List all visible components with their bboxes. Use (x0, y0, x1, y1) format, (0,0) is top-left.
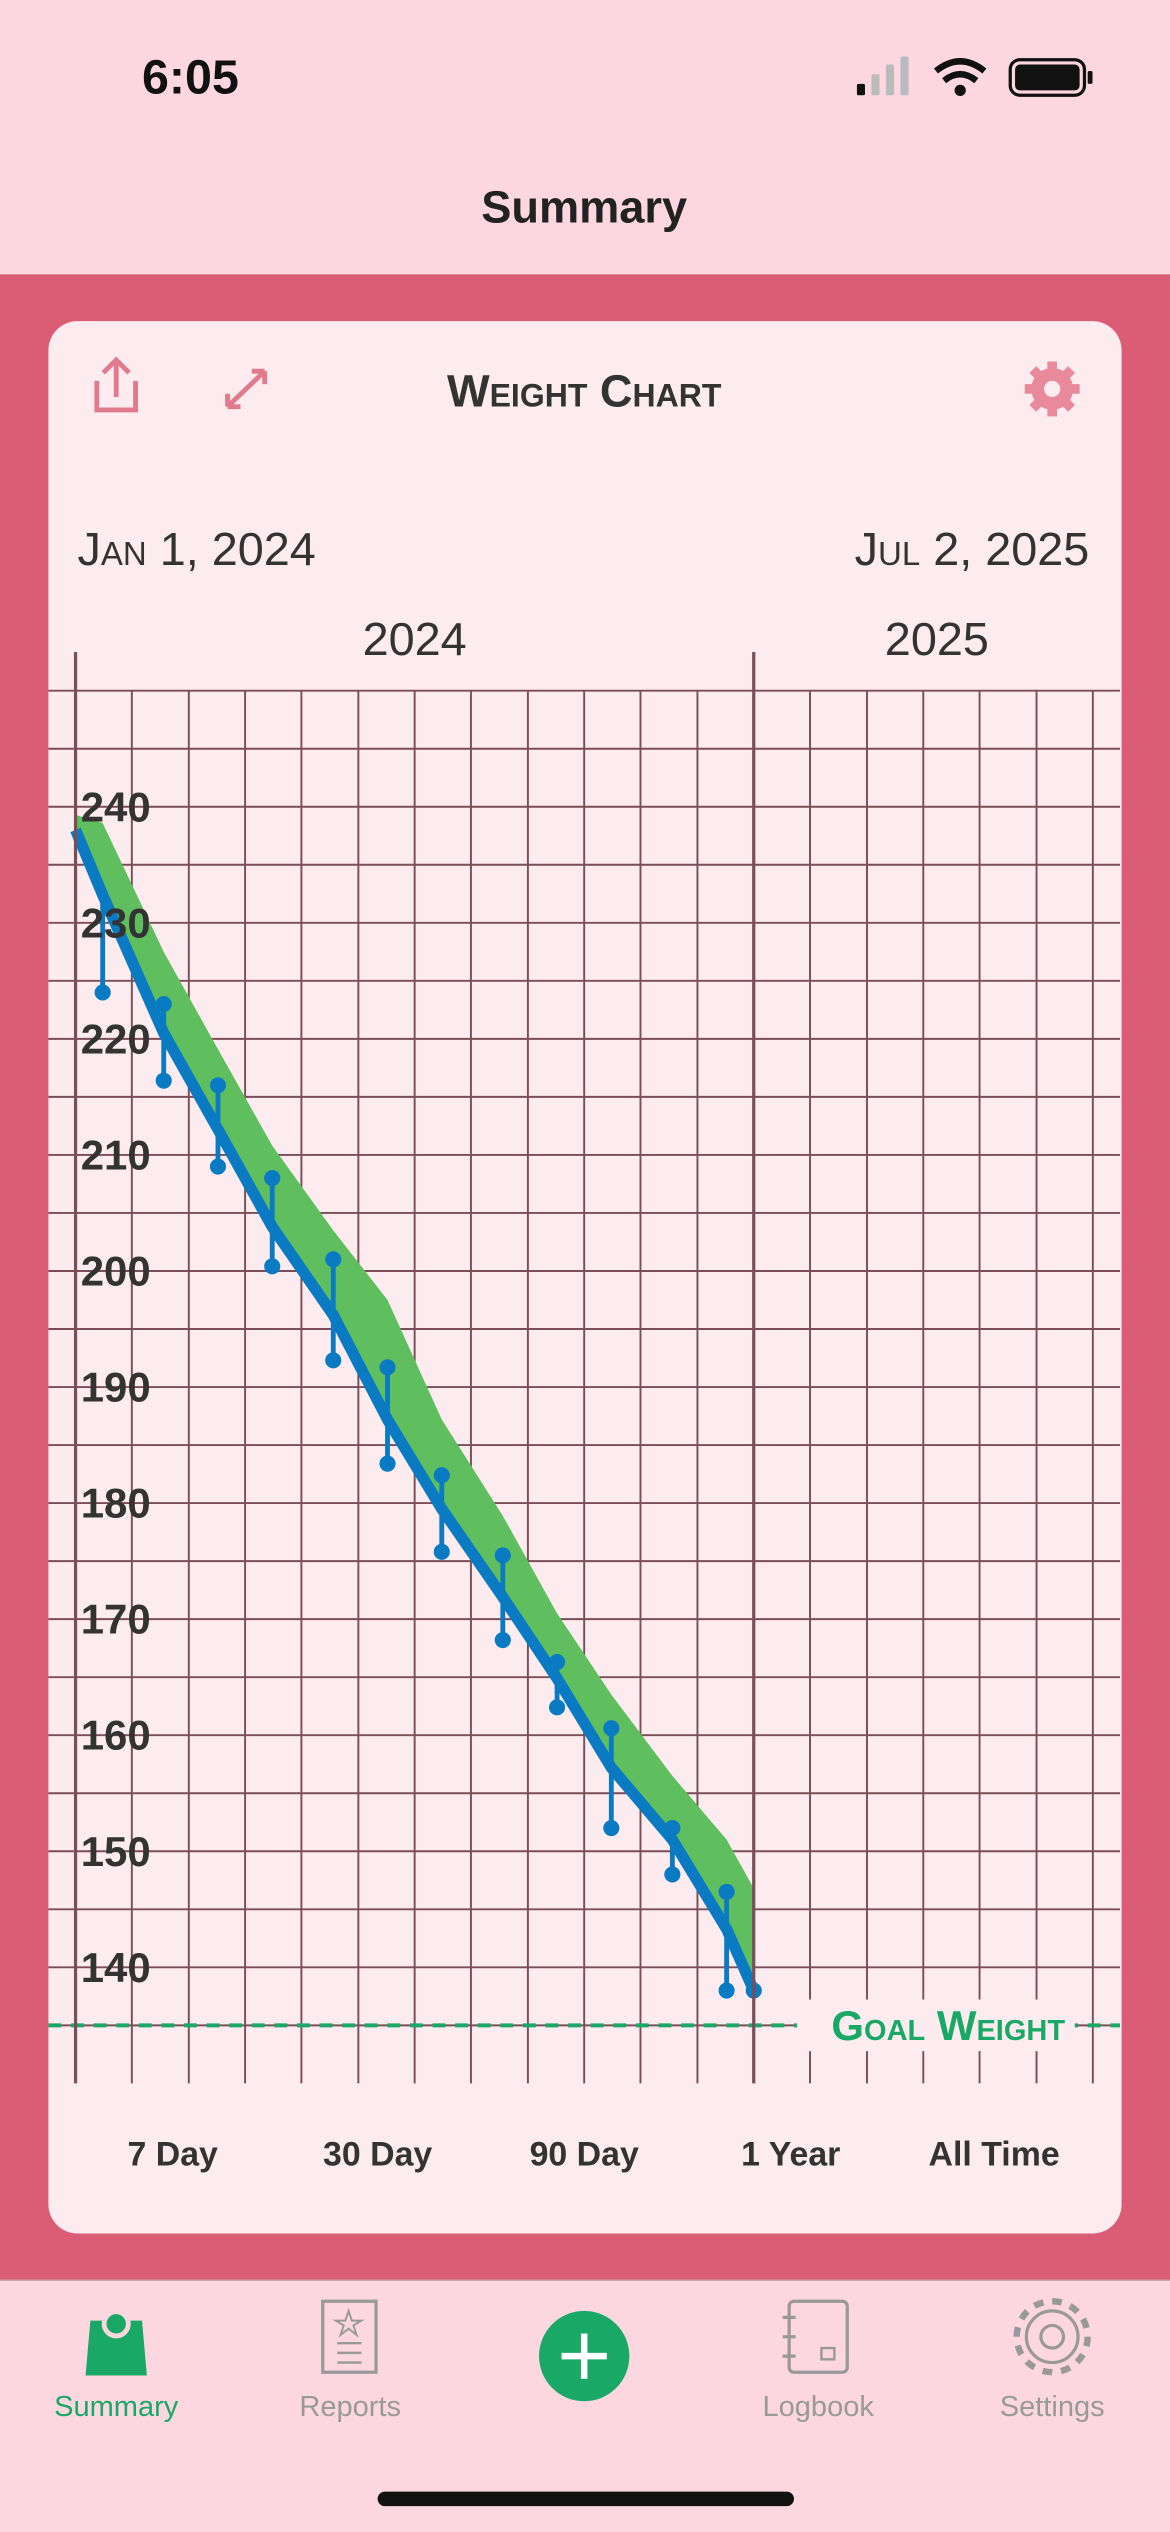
tab-label: Settings (1000, 2391, 1105, 2423)
status-icons (856, 56, 1093, 97)
reading-point (664, 1819, 681, 1837)
tab-logbook[interactable]: Logbook (762, 2299, 874, 2423)
reading-point (664, 1866, 681, 1883)
y-tick-label: 150 (81, 1828, 151, 1875)
y-tick-label: 170 (81, 1596, 151, 1643)
range-button[interactable]: 1 Year (741, 2136, 840, 2174)
y-tick-label: 220 (81, 1015, 151, 1062)
home-indicator (377, 2491, 794, 2507)
share-button[interactable] (94, 356, 138, 413)
reading-point (603, 1819, 620, 1837)
range-button[interactable]: 90 Day (530, 2136, 639, 2174)
y-tick-label: 190 (81, 1364, 151, 1411)
tab-reports[interactable]: Reports (299, 2299, 401, 2423)
x-tick-label: 2024 (363, 613, 467, 665)
reading-point (494, 1631, 511, 1649)
header-bg (0, 0, 1170, 275)
y-tick-label: 240 (81, 783, 151, 830)
nav-title: Summary (481, 182, 687, 233)
range-selector: 7 Day 30 Day 90 Day 1 Year All Time (127, 2136, 1059, 2174)
reading-point (209, 1077, 227, 1094)
tab-label: Reports (299, 2391, 401, 2423)
trend-band (75, 814, 754, 1991)
reading-point (209, 1158, 227, 1175)
start-date: Jan 1, 2024 (77, 523, 315, 575)
goal-label: Goal Weight (831, 2002, 1065, 2049)
reading-point (718, 1982, 735, 1999)
range-button[interactable]: 7 Day (127, 2136, 218, 2174)
y-tick-label: 200 (81, 1247, 151, 1294)
reading-point (94, 984, 111, 1001)
tab-settings[interactable]: Settings (1000, 2298, 1105, 2423)
y-tick-label: 160 (81, 1712, 151, 1759)
reading-point (264, 1170, 281, 1187)
reading-point (548, 1654, 566, 1671)
y-tick-label: 210 (81, 1131, 151, 1178)
y-tick-label: 140 (81, 1944, 151, 1991)
reading-point (325, 1251, 342, 1268)
y-tick-label: 230 (81, 899, 151, 946)
reading-point (379, 1359, 396, 1376)
reading-point (264, 1258, 281, 1275)
reading-point (155, 995, 172, 1013)
reading-point (325, 1352, 342, 1369)
reading-point (548, 1699, 566, 1716)
goal-label-bg (797, 1999, 1075, 2052)
expand-button[interactable] (225, 368, 268, 410)
card-title: Weight Chart (447, 366, 722, 417)
reading-point (379, 1455, 396, 1472)
tab-label: Summary (54, 2391, 179, 2423)
tab-summary[interactable]: Summary (54, 2309, 179, 2423)
reading-point (494, 1547, 511, 1564)
tab-label: Logbook (762, 2391, 874, 2423)
status-time: 6:05 (142, 51, 239, 105)
reading-point (603, 1720, 620, 1737)
range-button[interactable]: All Time (929, 2136, 1060, 2174)
reading-point (433, 1543, 450, 1560)
range-button[interactable]: 30 Day (323, 2136, 432, 2174)
reading-point (433, 1467, 450, 1484)
trend-line (70, 827, 759, 1993)
y-tick-label: 180 (81, 1480, 151, 1527)
x-tick-label: 2025 (885, 613, 989, 665)
end-date: Jul 2, 2025 (855, 523, 1090, 575)
reading-point (718, 1883, 735, 1900)
settings-button[interactable] (1024, 361, 1080, 417)
reading-point (155, 1072, 172, 1089)
add-button[interactable] (539, 2310, 630, 2402)
